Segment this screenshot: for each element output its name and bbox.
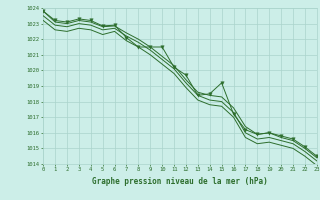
X-axis label: Graphe pression niveau de la mer (hPa): Graphe pression niveau de la mer (hPa)	[92, 177, 268, 186]
